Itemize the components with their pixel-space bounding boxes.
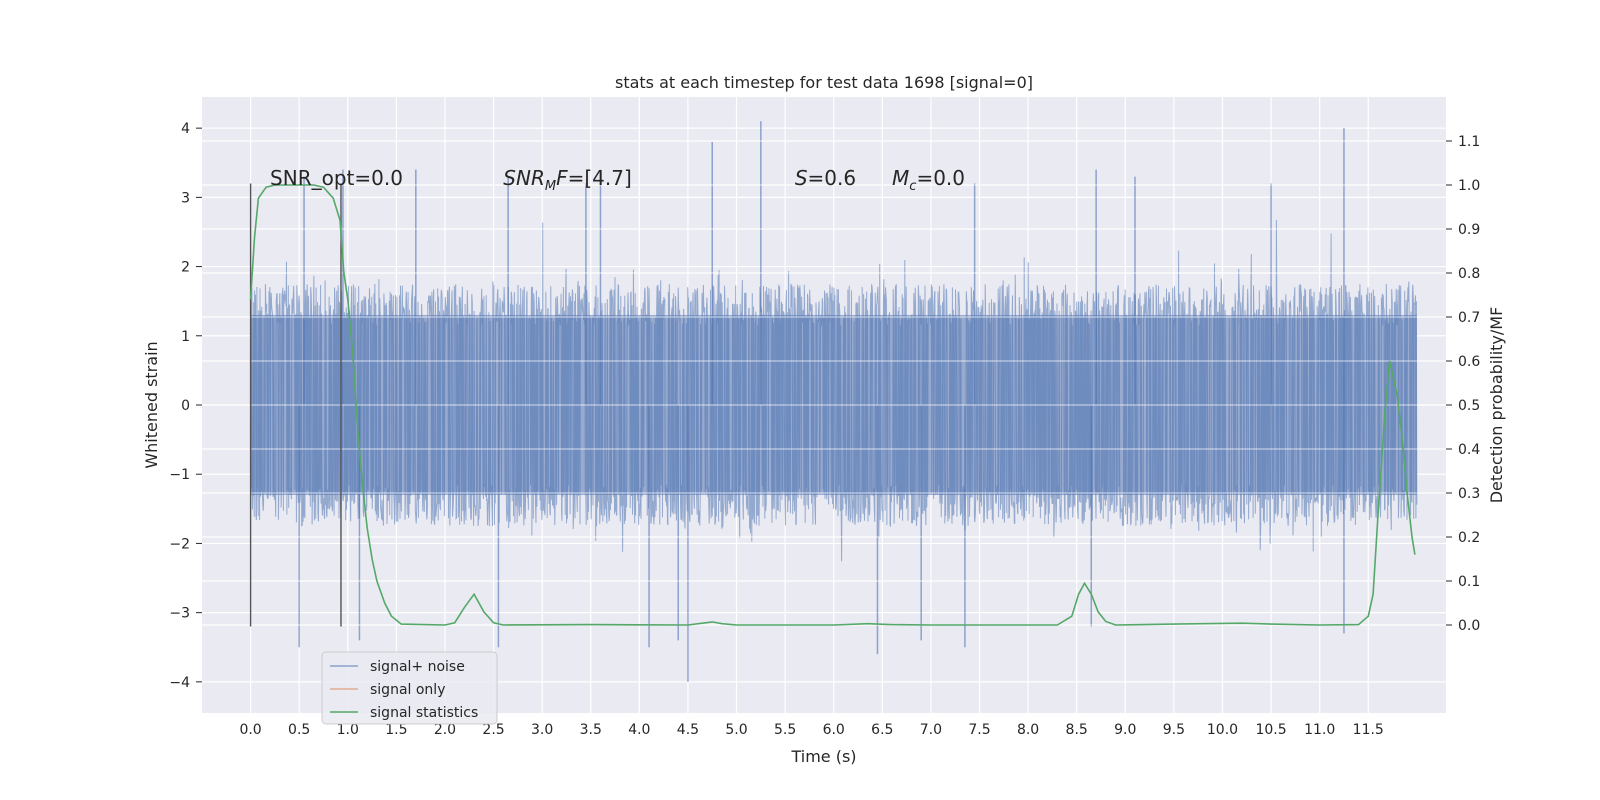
mc-value: =0.0 xyxy=(916,166,965,190)
signal-noise-series xyxy=(250,121,1418,682)
x-tick-label: 6.5 xyxy=(871,722,893,738)
s-label: S xyxy=(795,166,808,190)
x-tick-label: 10.0 xyxy=(1207,722,1238,738)
x-axis: 0.0 0.5 1.0 1.5 2.0 2.5 3.0 3.5 4.0 4.5 5.0 5.5 6.0 6… xyxy=(239,722,1383,738)
x-tick-label: 1.5 xyxy=(385,722,407,738)
annotation-snr-mf: SNRMF=[4.7] xyxy=(503,166,631,194)
snr-mf-main: SNR xyxy=(503,166,545,190)
right-y-tick-label: 0.6 xyxy=(1458,354,1480,370)
y-tick-label: −1 xyxy=(169,467,190,483)
x-tick-label: 5.0 xyxy=(725,722,747,738)
right-y-tick-label: 0.4 xyxy=(1458,442,1480,458)
y-tick-label: 3 xyxy=(181,190,190,206)
x-tick-label: 2.5 xyxy=(482,722,504,738)
annotation-snr-opt: SNR_opt=0.0 xyxy=(270,166,403,190)
y-axis-label: Whitened strain xyxy=(142,341,161,468)
x-tick-label: 1.0 xyxy=(337,722,359,738)
y-tick-label: 2 xyxy=(181,260,190,276)
chart-title: stats at each timestep for test data 169… xyxy=(615,73,1033,92)
x-tick-label: 11.5 xyxy=(1353,722,1384,738)
right-y-axis: 0.0 0.1 0.2 0.3 0.4 0.5 0.6 0.7 0.8 0.9 1.0 1.1 xyxy=(1446,134,1480,634)
x-tick-label: 8.0 xyxy=(1017,722,1039,738)
legend-entry-signal-noise: signal+ noise xyxy=(370,659,465,675)
legend-entry-signal-only: signal only xyxy=(370,682,445,698)
x-axis-label: Time (s) xyxy=(790,747,856,766)
s-value: =0.6 xyxy=(808,166,857,190)
right-y-tick-label: 0.5 xyxy=(1458,398,1480,414)
snr-mf-main2: F xyxy=(556,166,568,190)
x-tick-label: 10.5 xyxy=(1255,722,1286,738)
legend-entry-signal-statistics: signal statistics xyxy=(370,705,478,721)
legend: signal+ noise signal only signal statist… xyxy=(321,651,498,725)
left-y-axis: −4 −3 −2 −1 0 1 2 3 4 xyxy=(169,121,202,691)
right-y-tick-label: 0.7 xyxy=(1458,310,1480,326)
annotation-mc: Mc=0.0 xyxy=(892,166,965,194)
x-tick-label: 0.0 xyxy=(239,722,261,738)
y-tick-label: −4 xyxy=(169,675,190,691)
y-tick-label: 1 xyxy=(181,329,190,345)
annotation-s: S=0.6 xyxy=(795,166,856,190)
right-y-tick-label: 0.2 xyxy=(1458,530,1480,546)
x-tick-label: 4.0 xyxy=(628,722,650,738)
right-y-tick-label: 0.8 xyxy=(1458,266,1480,282)
x-tick-label: 3.0 xyxy=(531,722,553,738)
vertical-markers xyxy=(249,183,342,627)
y-tick-label: −2 xyxy=(169,536,190,552)
x-tick-label: 5.5 xyxy=(774,722,796,738)
right-y-tick-label: 0.0 xyxy=(1458,618,1480,634)
y-tick-label: 0 xyxy=(181,398,190,414)
x-tick-label: 7.5 xyxy=(968,722,990,738)
x-tick-label: 0.5 xyxy=(288,722,310,738)
x-tick-label: 9.5 xyxy=(1163,722,1185,738)
right-y-tick-label: 1.1 xyxy=(1458,134,1480,150)
right-y-tick-label: 0.3 xyxy=(1458,486,1480,502)
x-tick-label: 9.0 xyxy=(1114,722,1136,738)
x-tick-label: 7.0 xyxy=(920,722,942,738)
y-tick-label: 4 xyxy=(181,121,190,137)
snr-mf-value: =[4.7] xyxy=(568,166,632,190)
x-tick-label: 8.5 xyxy=(1066,722,1088,738)
right-y-tick-label: 0.1 xyxy=(1458,574,1480,590)
noise-trace xyxy=(250,219,1418,562)
x-tick-label: 2.0 xyxy=(434,722,456,738)
snr-mf-sub: M xyxy=(545,179,556,194)
x-tick-label: 3.5 xyxy=(580,722,602,738)
x-tick-label: 11.0 xyxy=(1304,722,1335,738)
right-y-tick-label: 1.0 xyxy=(1458,178,1480,194)
legend-box xyxy=(321,651,498,725)
mc-sub: c xyxy=(909,179,916,194)
right-y-tick-label: 0.9 xyxy=(1458,222,1480,238)
right-y-axis-label: Detection probability/MF xyxy=(1487,307,1506,504)
signal-statistics-line xyxy=(249,184,1416,626)
mc-main: M xyxy=(892,166,909,190)
x-tick-label: 4.5 xyxy=(677,722,699,738)
x-tick-label: 6.0 xyxy=(823,722,845,738)
y-tick-label: −3 xyxy=(169,606,190,622)
